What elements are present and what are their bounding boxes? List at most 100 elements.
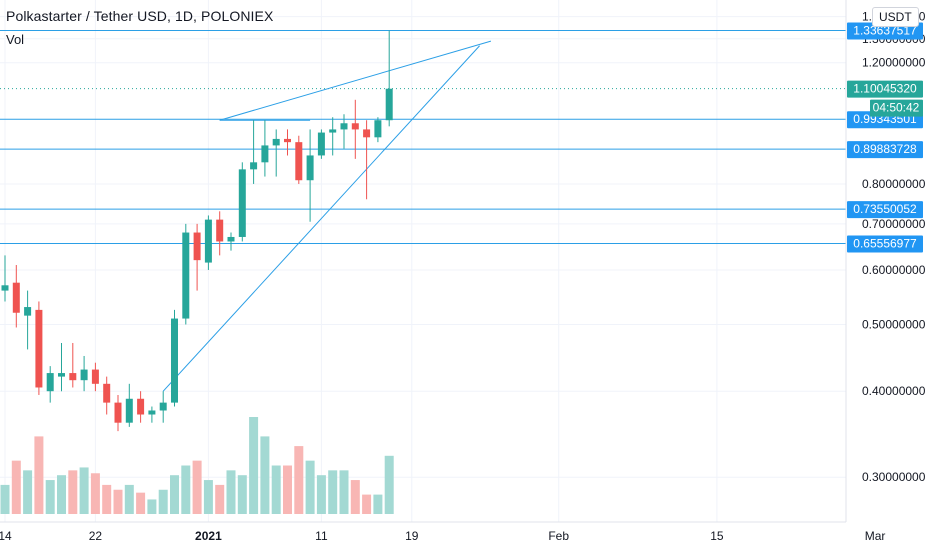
- time-tick-label: 19: [405, 529, 419, 543]
- candle-body: [58, 373, 65, 377]
- candle-body: [374, 120, 382, 138]
- candle-body: [182, 232, 190, 319]
- price-axis-panel[interactable]: [846, 0, 932, 522]
- candle-body: [351, 123, 359, 130]
- candle-body: [24, 307, 32, 316]
- volume-bar: [113, 489, 123, 514]
- volume-bar: [90, 473, 100, 514]
- level-price-label: 1.33637517: [853, 24, 917, 38]
- volume-bar: [203, 480, 213, 514]
- volume-bar: [339, 470, 349, 514]
- trend-line: [219, 40, 492, 121]
- volume-bar: [328, 470, 338, 514]
- candle-body: [69, 373, 77, 381]
- volume-bar: [124, 484, 134, 514]
- last-price-label-bg: [847, 80, 923, 98]
- candle-body: [261, 145, 269, 163]
- candle-body: [148, 410, 156, 415]
- level-price-label: 0.73550052: [853, 202, 917, 216]
- volume-bar: [260, 436, 270, 514]
- time-tick-label: 11: [315, 529, 328, 543]
- volume-bar: [283, 465, 292, 514]
- time-tick-label: 15: [710, 529, 724, 543]
- volume-bar: [249, 417, 259, 514]
- time-axis-panel[interactable]: [0, 522, 932, 550]
- candle-body: [46, 373, 54, 392]
- last-price-label: 1.10045320: [853, 82, 917, 96]
- candle-body: [306, 155, 314, 181]
- price-tick-label: 0.60000000: [862, 263, 926, 277]
- candle-body: [137, 398, 145, 415]
- candle-body: [238, 169, 246, 237]
- candle-body: [91, 369, 99, 384]
- price-tick-label: 0.50000000: [862, 317, 926, 331]
- price-tick-label: 0.80000000: [862, 177, 926, 191]
- candle-body: [340, 123, 348, 130]
- time-tick-label: 22: [89, 529, 103, 543]
- candle-body: [125, 398, 133, 423]
- candle-body: [114, 402, 122, 423]
- level-price-label: 0.65556977: [853, 236, 917, 250]
- volume-bar: [102, 484, 112, 514]
- time-axis-ticks: 14 22 2021 11 19 Feb 15 Mar: [0, 529, 885, 543]
- candle-body: [295, 142, 303, 181]
- level-price-label-bg: [847, 201, 923, 219]
- candle-body: [385, 88, 393, 121]
- candle-body: [317, 132, 325, 156]
- candle-body: [363, 129, 371, 138]
- horizontal-levels[interactable]: [0, 30, 846, 244]
- volume-bar: [34, 436, 44, 514]
- volume-bar: [294, 446, 304, 514]
- time-tick-label: 2021: [195, 529, 222, 543]
- volume-bar: [305, 460, 315, 514]
- volume-bar: [181, 465, 191, 514]
- candle-body: [227, 236, 235, 242]
- countdown-label-bg: [870, 99, 923, 117]
- candle-body: [1, 285, 9, 291]
- candle-body: [284, 138, 291, 143]
- level-price-label: 0.89883728: [853, 142, 917, 156]
- volume-bar: [57, 475, 66, 514]
- volume-bar: [68, 470, 78, 514]
- candle-body: [35, 309, 43, 388]
- time-tick-label: 14: [0, 529, 12, 543]
- price-tick-label: 0.70000000: [862, 217, 926, 231]
- volume-bar: [192, 460, 202, 514]
- volume-bar: [215, 484, 225, 514]
- chart-title: Polkastarter / Tether USD, 1D, POLONIEX: [6, 8, 274, 24]
- trend-line: [162, 45, 480, 392]
- volume-indicator-label[interactable]: Vol: [6, 32, 25, 47]
- volume-bar: [271, 465, 281, 514]
- volume-bar: [136, 492, 146, 514]
- volume-bar: [170, 475, 179, 514]
- price-tick-label: 0.40000000: [862, 384, 926, 398]
- level-price-label-bg: [847, 141, 923, 159]
- candle-body: [329, 129, 337, 133]
- price-tick-label: 0.30000000: [862, 470, 926, 484]
- trend-lines[interactable]: [162, 40, 492, 392]
- price-axis-labels: 1.336375170.993435010.898837280.73550052…: [847, 22, 923, 253]
- volume-bar: [350, 480, 360, 514]
- volume-bar: [147, 499, 157, 514]
- volume-bar: [79, 467, 89, 514]
- volume-bar: [45, 480, 55, 514]
- volume-bar: [23, 470, 33, 514]
- volume-bar: [362, 494, 372, 514]
- currency-button[interactable]: USDT: [872, 7, 919, 27]
- candle-body: [171, 318, 178, 403]
- time-tick-label: Feb: [548, 529, 569, 543]
- candle-body: [80, 369, 88, 381]
- chart-grid: [0, 0, 876, 522]
- volume-bar: [373, 494, 383, 514]
- candles: [1, 30, 393, 432]
- price-tick-label: 1.20000000: [862, 56, 926, 70]
- candle-body: [12, 282, 20, 313]
- candle-body: [193, 232, 201, 261]
- volume-bar: [11, 460, 21, 514]
- candle-body: [272, 138, 280, 146]
- candle-body: [250, 162, 258, 170]
- level-price-label-bg: [847, 235, 923, 253]
- candle-body: [159, 402, 167, 411]
- volume-bar: [316, 475, 326, 514]
